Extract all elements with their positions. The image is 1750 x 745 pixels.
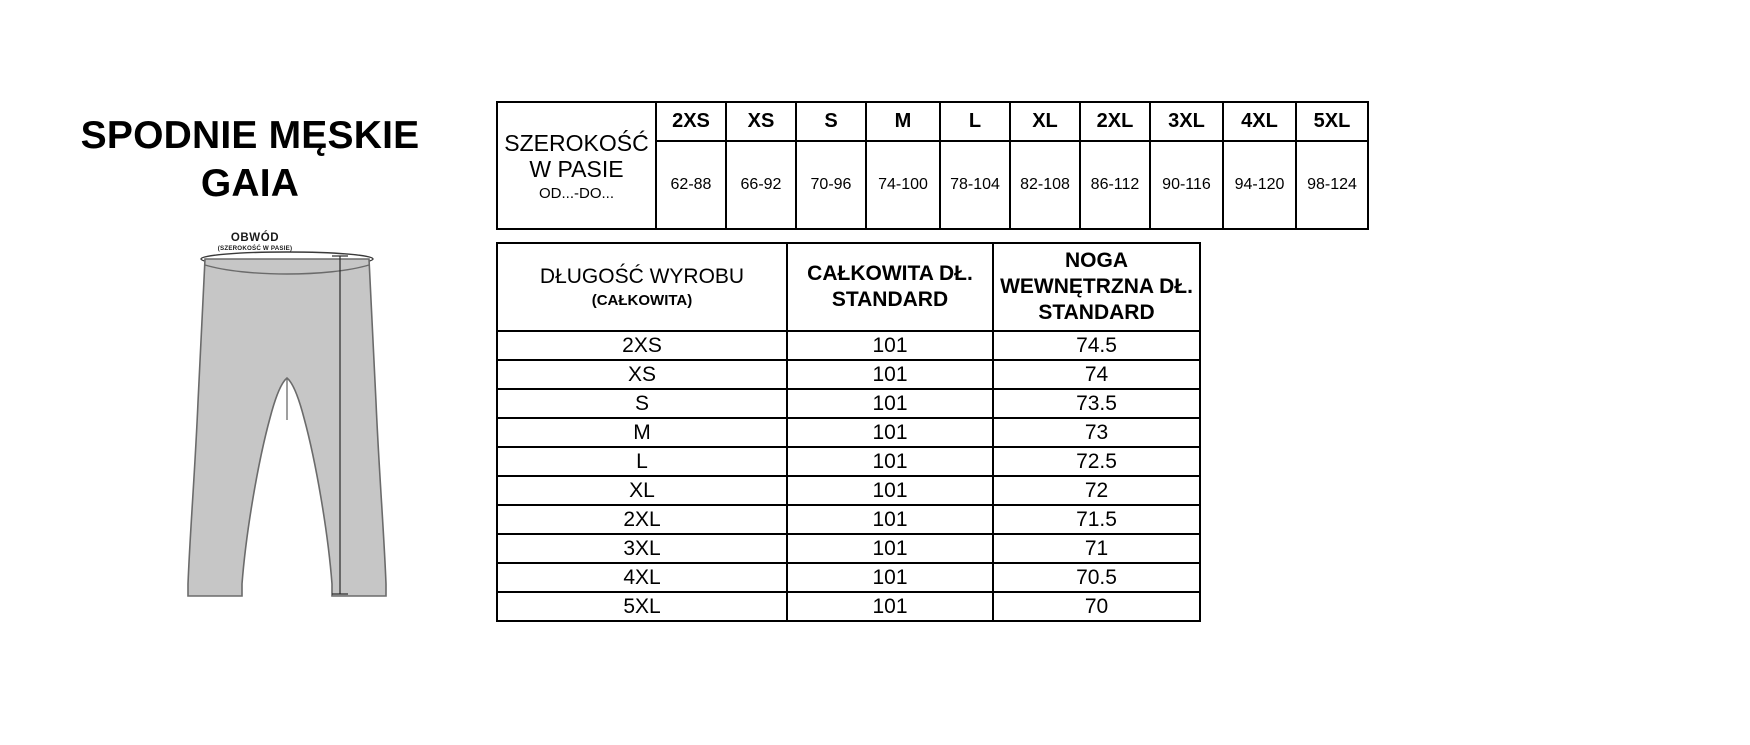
waist-size-header-xs: XS (725, 101, 797, 142)
product-illustration-panel: SPODNIE MĘSKIE GAIA OBWÓD (SZEROKOŚĆ W P… (0, 0, 500, 745)
waist-size-header-xl: XL (1009, 101, 1081, 142)
length-header-size-main: DŁUGOŚĆ WYROBU (539, 264, 745, 288)
waist-value-4xl: 94-120 (1222, 140, 1297, 230)
waist-size-header-2xl: 2XL (1079, 101, 1151, 142)
length-row-inseam: 73.5 (992, 388, 1201, 419)
pants-technical-drawing (187, 251, 387, 597)
length-row-size: S (496, 388, 788, 419)
page-title: SPODNIE MĘSKIE GAIA (0, 112, 500, 207)
waist-size-header-s: S (795, 101, 867, 142)
length-row-inseam: 74.5 (992, 330, 1201, 361)
waist-size-header-l: L (939, 101, 1011, 142)
length-row-total: 101 (786, 562, 994, 593)
waist-measurement-label: OBWÓD (SZEROKOŚĆ W PASIE) (160, 232, 350, 252)
length-row-total: 101 (786, 446, 994, 477)
waist-value-xl: 82-108 (1009, 140, 1081, 230)
length-row-size: L (496, 446, 788, 477)
length-row-size: M (496, 417, 788, 448)
length-row-inseam: 72 (992, 475, 1201, 506)
length-row-inseam: 73 (992, 417, 1201, 448)
table-row: XL 101 72 (496, 475, 1201, 506)
table-row: 3XL 101 71 (496, 533, 1201, 564)
waist-value-2xs: 62-88 (655, 140, 727, 230)
length-header-inseam-line1: NOGA (1065, 248, 1128, 272)
waist-table-header-row: SZEROKOŚĆ W PASIE OD...-DO... 2XS XS S M… (496, 101, 1369, 230)
length-header-size: DŁUGOŚĆ WYROBU (CAŁKOWITA) (496, 242, 788, 332)
length-row-inseam: 72.5 (992, 446, 1201, 477)
table-row: L 101 72.5 (496, 446, 1201, 477)
table-row: 2XS 101 74.5 (496, 330, 1201, 361)
length-row-total: 101 (786, 475, 994, 506)
length-row-inseam: 71 (992, 533, 1201, 564)
page-title-line-2: GAIA (200, 161, 300, 205)
waist-measurement-label-sub: (SZEROKOŚĆ W PASIE) (217, 245, 293, 252)
table-row: M 101 73 (496, 417, 1201, 448)
page-title-line-1: SPODNIE MĘSKIE (80, 114, 420, 157)
waist-measurement-label-main: OBWÓD (230, 232, 280, 244)
waist-size-header-4xl: 4XL (1222, 101, 1297, 142)
length-row-inseam: 74 (992, 359, 1201, 390)
length-table: DŁUGOŚĆ WYROBU (CAŁKOWITA) CAŁKOWITA DŁ.… (496, 242, 1201, 622)
waist-value-l: 78-104 (939, 140, 1011, 230)
length-row-size: 2XL (496, 504, 788, 535)
trousers-body-shape (187, 258, 387, 597)
length-header-inseam-line2: WEWNĘTRZNA DŁ. (1000, 274, 1193, 298)
waistband-seam-line (204, 264, 370, 275)
length-row-total: 101 (786, 359, 994, 390)
length-row-size: 4XL (496, 562, 788, 593)
length-header-size-sub: (CAŁKOWITA) (591, 291, 693, 309)
length-header-inseam: NOGA WEWNĘTRZNA DŁ. STANDARD (992, 242, 1201, 332)
length-row-size: 2XS (496, 330, 788, 361)
length-row-total: 101 (786, 417, 994, 448)
waist-value-2xl: 86-112 (1079, 140, 1151, 230)
table-row: XS 101 74 (496, 359, 1201, 390)
length-row-inseam: 70.5 (992, 562, 1201, 593)
waist-value-5xl: 98-124 (1295, 140, 1369, 230)
length-table-header-row: DŁUGOŚĆ WYROBU (CAŁKOWITA) CAŁKOWITA DŁ.… (496, 242, 1201, 332)
waist-table-value-row: 62-88 66-92 70-96 74-100 78-104 82-108 8… (497, 140, 1369, 230)
length-row-size: XS (496, 359, 788, 390)
waist-size-header-3xl: 3XL (1149, 101, 1224, 142)
length-row-total: 101 (786, 504, 994, 535)
waist-value-s: 70-96 (795, 140, 867, 230)
waist-value-3xl: 90-116 (1149, 140, 1224, 230)
length-row-total: 101 (786, 388, 994, 419)
table-row: 5XL 101 70 (496, 591, 1201, 622)
waist-width-table: SZEROKOŚĆ W PASIE OD...-DO... 2XS XS S M… (496, 101, 1369, 230)
length-row-total: 101 (786, 330, 994, 361)
waist-size-header-5xl: 5XL (1295, 101, 1369, 142)
waist-row-label-cell: SZEROKOŚĆ W PASIE OD...-DO... (496, 101, 657, 230)
length-header-inseam-line3: STANDARD (1038, 301, 1155, 325)
length-row-size: 3XL (496, 533, 788, 564)
length-row-total: 101 (786, 533, 994, 564)
waist-value-m: 74-100 (865, 140, 941, 230)
waist-row-label-main: SZEROKOŚĆ (504, 129, 649, 156)
length-table-body: 2XS 101 74.5 XS 101 74 S 101 73.5 M 101 … (496, 330, 1201, 622)
waist-size-header-2xs: 2XS (655, 101, 727, 142)
length-row-size: XL (496, 475, 788, 506)
table-row: 2XL 101 71.5 (496, 504, 1201, 535)
waist-row-label-sub: OD...-DO... (539, 184, 614, 202)
length-row-inseam: 70 (992, 591, 1201, 622)
length-row-size: 5XL (496, 591, 788, 622)
waist-value-xs: 66-92 (725, 140, 797, 230)
waist-size-header-m: M (865, 101, 941, 142)
table-row: 4XL 101 70.5 (496, 562, 1201, 593)
length-header-total: CAŁKOWITA DŁ. STANDARD (786, 242, 994, 332)
length-row-inseam: 71.5 (992, 504, 1201, 535)
table-row: S 101 73.5 (496, 388, 1201, 419)
waist-row-label-line2: W PASIE (529, 156, 624, 183)
length-row-total: 101 (786, 591, 994, 622)
